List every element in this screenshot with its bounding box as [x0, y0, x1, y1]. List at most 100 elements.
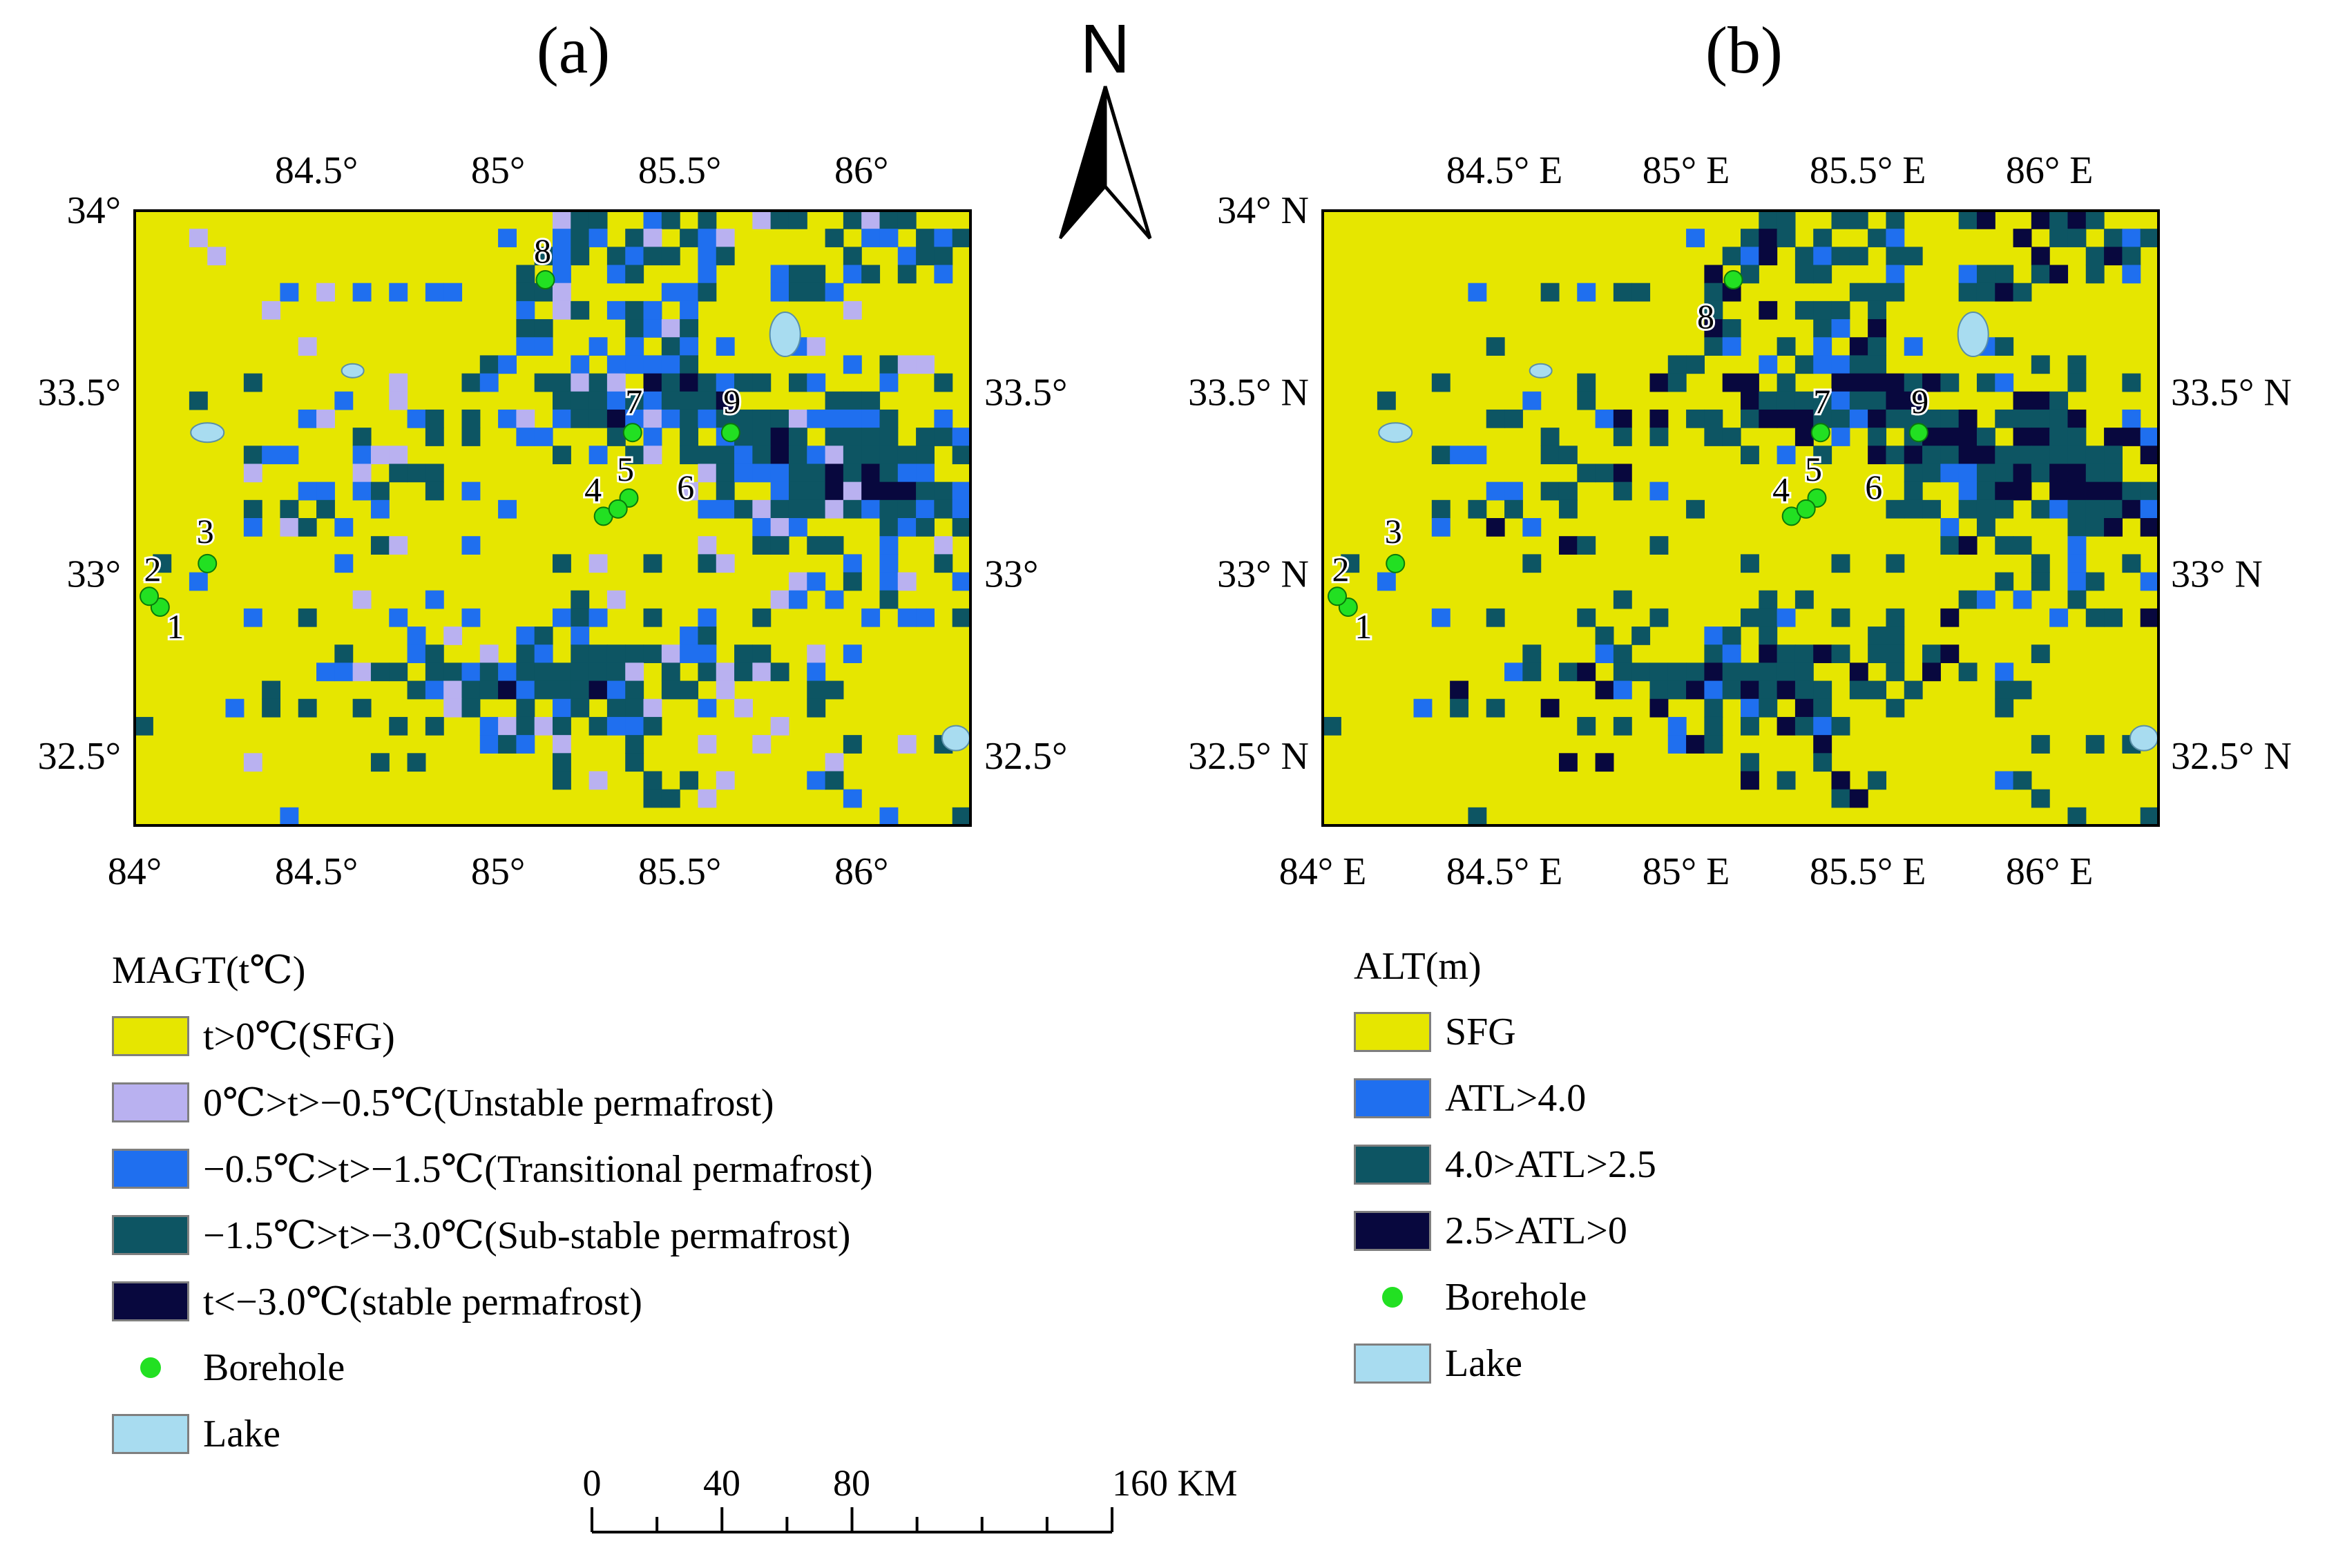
right-tick-label: 32.5° N: [2171, 735, 2292, 778]
grid-cell: [716, 247, 735, 266]
grid-cell: [407, 627, 426, 645]
grid-cell: [1794, 265, 1814, 284]
grid-cell: [1741, 680, 1759, 700]
legend-alt-item-sfg: SFG: [1354, 999, 1656, 1065]
grid-cell: [879, 229, 899, 247]
grid-cell: [2104, 229, 2123, 247]
grid-cell: [2031, 572, 2050, 591]
grid-cell: [352, 283, 372, 302]
grid-cell: [825, 463, 844, 483]
grid-cell: [1849, 662, 1868, 682]
grid-cell: [407, 409, 426, 428]
legend-alt-item-atl_high: ATL>4.0: [1354, 1065, 1656, 1131]
grid-cell: [879, 409, 899, 428]
legend-magt-item-lake: Lake: [112, 1401, 873, 1467]
legend-magt-item-transitional: −0.5℃>t>−1.5℃(Transitional permafrost): [112, 1136, 873, 1202]
grid-cell: [262, 680, 281, 700]
grid-cell: [807, 644, 826, 664]
grid-cell: [2049, 608, 2069, 627]
grid-cell: [407, 753, 426, 772]
grid-cell: [952, 499, 971, 519]
grid-cell: [825, 590, 844, 609]
grid-cell: [280, 807, 299, 826]
top-tick-label: 84.5°: [275, 149, 358, 192]
grid-cell: [625, 229, 644, 247]
grid-cell: [316, 499, 335, 519]
grid-cell: [1958, 481, 1978, 501]
grid-cell: [1831, 771, 1850, 790]
grid-cell: [770, 446, 789, 465]
grid-cell: [516, 428, 535, 446]
grid-cell: [1813, 265, 1832, 284]
grid-cell: [1904, 463, 1923, 483]
grid-cell: [2031, 499, 2050, 519]
grid-cell: [1849, 337, 1868, 356]
right-tick-label: 32.5°: [984, 735, 1067, 778]
legend-alt-label-sfg: SFG: [1445, 1011, 1516, 1053]
top-tick-label: 85.5° E: [1810, 149, 1926, 192]
grid-cell: [1649, 373, 1669, 392]
grid-cell: [1868, 229, 1887, 247]
grid-cell: [1431, 373, 1451, 392]
grid-cell: [1813, 247, 1832, 266]
grid-cell: [1940, 608, 1960, 627]
grid-cell: [425, 680, 444, 700]
borehole-label-1: 1: [1354, 607, 1372, 646]
grid-cell: [606, 644, 626, 664]
grid-cell: [571, 662, 590, 682]
grid-cell: [1958, 662, 1978, 682]
grid-cell: [1995, 662, 2014, 682]
grid-cell: [534, 319, 553, 338]
scale-bar: 0 40 80 160 KM: [583, 1462, 1238, 1533]
scale-label-0: 0: [583, 1462, 602, 1504]
grid-cell: [1577, 283, 1596, 302]
grid-cell: [461, 373, 481, 392]
grid-cell: [1741, 446, 1759, 465]
grid-cell: [698, 536, 717, 555]
legend-magt-item-borehole: Borehole: [112, 1335, 873, 1401]
grid-cell: [1759, 300, 1778, 320]
grid-cell: [643, 355, 662, 374]
grid-cell: [1686, 355, 1705, 374]
grid-cell: [680, 300, 699, 320]
grid-cell: [571, 373, 590, 392]
grid-cell: [952, 446, 971, 465]
borehole-9: [720, 423, 740, 443]
borehole-label-5: 5: [617, 450, 634, 488]
grid-cell: [370, 446, 390, 465]
grid-cell: [2067, 499, 2087, 519]
grid-cell: [861, 481, 881, 501]
grid-cell: [1722, 627, 1741, 645]
grid-cell: [1631, 662, 1651, 682]
grid-cell: [1667, 373, 1687, 392]
grid-cell: [588, 373, 608, 392]
grid-cell: [2049, 428, 2069, 446]
grid-cell: [2031, 391, 2050, 410]
grid-cell: [752, 211, 772, 229]
grid-cell: [1868, 283, 1887, 302]
grid-cell: [553, 229, 571, 247]
grid-cell: [825, 428, 844, 446]
grid-cell: [243, 518, 262, 537]
legend-magt-label-transitional: −0.5℃>t>−1.5℃(Transitional permafrost): [203, 1147, 873, 1191]
grid-cell: [479, 373, 499, 392]
grid-cell: [389, 283, 408, 302]
grid-cell: [334, 644, 354, 664]
grid-cell: [734, 662, 753, 682]
grid-cell: [1976, 499, 1995, 519]
grid-cell: [461, 608, 481, 627]
grid-cell: [1794, 355, 1814, 374]
grid-cell: [916, 481, 935, 501]
grid-cell: [588, 211, 608, 229]
grid-cell: [716, 229, 735, 247]
grid-cell: [825, 229, 844, 247]
grid-cell: [916, 463, 935, 483]
grid-cell: [516, 644, 535, 664]
panel-a-ticks: 84.5° 85° 85.5° 86°84° 84.5° 85° 85.5° 86°34°33…: [38, 149, 1068, 893]
grid-cell: [352, 446, 372, 465]
grid-cell: [516, 698, 535, 718]
grid-cell: [698, 211, 717, 229]
grid-cell: [770, 481, 789, 501]
bottom-tick-label: 85°: [471, 850, 525, 893]
grid-cell: [879, 536, 899, 555]
